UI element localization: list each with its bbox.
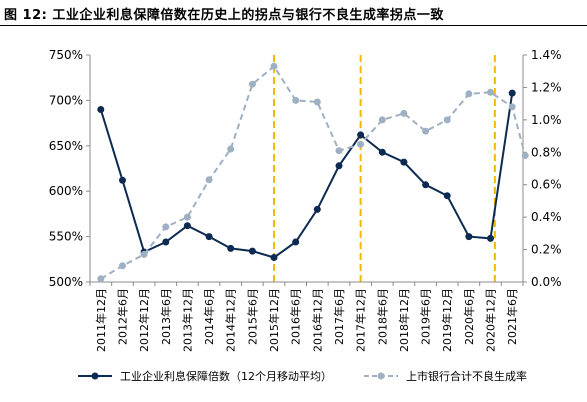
series-1-point [227, 244, 235, 252]
series-2-point [140, 250, 148, 258]
legend-swatch-series-2 [364, 372, 398, 380]
legend-label-series-1: 工业企业利息保障倍数（12个月移动平均） [120, 370, 332, 383]
x-tick-label: 2012年6月 [115, 288, 129, 345]
series-2-point [400, 109, 408, 117]
series-2-point [162, 223, 170, 231]
series-2-point [465, 90, 473, 98]
series-1-point [313, 205, 321, 213]
series-lines [97, 62, 529, 283]
series-1-point [357, 131, 365, 139]
series-2-point [487, 88, 494, 96]
series-1-point [422, 181, 430, 189]
x-tick-label: 2015年6月 [245, 288, 259, 345]
series-2-point [357, 140, 365, 148]
x-tick-label: 2017年12月 [354, 288, 368, 352]
series-1-point [508, 89, 516, 97]
series-2-point [183, 213, 191, 221]
figure-title: 图 12: 工业企业利息保障倍数在历史上的拐点与银行不良生成率拐点一致 [4, 8, 444, 23]
title-divider [0, 25, 587, 26]
series-1-point [400, 158, 408, 166]
series-line-1 [99, 92, 514, 259]
x-tick-label: 2014年12月 [224, 288, 238, 352]
series-2-point [270, 62, 278, 70]
series-2-point [119, 262, 126, 270]
series-1-point [335, 162, 343, 170]
x-tick-label: 2020年6月 [462, 288, 476, 345]
series-1-point [205, 233, 213, 241]
series-2-point [248, 80, 256, 88]
left-tick-label: 500% [49, 275, 83, 289]
series-2-point [508, 103, 516, 111]
series-1-point [292, 238, 300, 246]
left-tick-label: 600% [49, 184, 83, 198]
series-1-point [270, 254, 278, 261]
series-2-point [292, 96, 300, 104]
series-1-point [119, 176, 126, 184]
series-1-point [465, 233, 473, 241]
x-tick-label: 2013年6月 [159, 288, 173, 345]
series-2-point [378, 116, 386, 124]
x-tick-label: 2011年12月 [94, 288, 108, 352]
x-tick-label: 2019年12月 [440, 288, 454, 352]
legend-swatch-series-1 [78, 372, 112, 380]
series-1-point [162, 238, 170, 246]
series-1-point [183, 222, 191, 230]
series-1-point [443, 192, 451, 200]
x-tick-label: 2016年6月 [289, 288, 303, 345]
x-tick-label: 2021年6月 [505, 288, 519, 345]
legend-item-series-1: 工业企业利息保障倍数（12个月移动平均） [76, 368, 332, 384]
right-tick-label: 0.0% [531, 275, 562, 289]
series-1-point [248, 247, 256, 255]
series-1-point [378, 148, 386, 156]
legend-label-series-2: 上市银行合计不良生成率 [406, 370, 527, 383]
left-tick-label: 650% [49, 139, 83, 153]
series-2-point [443, 116, 451, 124]
x-tick-label: 2018年12月 [397, 288, 411, 352]
left-tick-label: 700% [49, 93, 83, 107]
series-2-point [97, 275, 105, 283]
series-2-point [313, 98, 321, 106]
x-tick-label: 2019年6月 [419, 288, 433, 345]
right-tick-label: 0.4% [531, 210, 562, 224]
left-tick-label: 750% [49, 48, 83, 62]
right-tick-label: 0.8% [531, 145, 562, 159]
series-1-point [487, 234, 494, 242]
series-2-point [205, 176, 213, 184]
right-tick-label: 0.2% [531, 243, 562, 257]
x-tick-label: 2020年12月 [484, 288, 498, 352]
x-tick-label: 2014年6月 [202, 288, 216, 345]
x-tick-label: 2016年12月 [310, 288, 324, 352]
x-tick-label: 2017年6月 [332, 288, 346, 345]
vertical-markers [273, 55, 496, 282]
x-tick-label: 2012年12月 [137, 288, 151, 352]
x-tick-label: 2018年6月 [375, 288, 389, 345]
axes: 500% 550% 600% 650% 700% 750% 0.0% 0.2% 0.4% 0.6%… [49, 48, 562, 352]
series-line-2 [100, 64, 527, 280]
right-tick-label: 1.4% [531, 48, 562, 62]
series-1-point [97, 106, 105, 113]
series-2-point [521, 152, 529, 159]
series-2-point [227, 145, 235, 153]
series-2-point [422, 127, 430, 135]
left-tick-label: 550% [49, 230, 83, 244]
right-tick-label: 0.6% [531, 178, 562, 192]
legend: 工业企业利息保障倍数（12个月移动平均） 上市银行合计不良生成率 [0, 362, 587, 386]
right-tick-label: 1.2% [531, 80, 562, 94]
right-tick-label: 1.0% [531, 113, 562, 127]
series-2-point [335, 147, 343, 155]
x-tick-label: 2015年12月 [267, 288, 281, 352]
legend-item-series-2: 上市银行合计不良生成率 [362, 368, 527, 384]
x-tick-label: 2013年12月 [180, 288, 194, 352]
